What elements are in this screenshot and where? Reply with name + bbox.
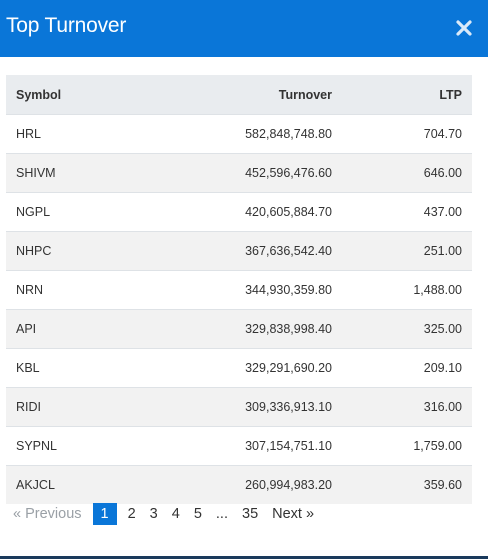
- turnover-table-container: Symbol Turnover LTP HRL 582,848,748.80 7…: [6, 75, 472, 504]
- turnover-cell: 329,838,998.40: [156, 309, 342, 349]
- turnover-table: Symbol Turnover LTP HRL 582,848,748.80 7…: [6, 75, 472, 504]
- pagination: « Previous 1 2 3 4 5 ... 35 Next »: [6, 503, 321, 525]
- ltp-cell: 1,759.00: [342, 426, 472, 466]
- turnover-cell: 367,636,542.40: [156, 231, 342, 271]
- page-1-button[interactable]: 1: [92, 503, 117, 525]
- close-icon: [456, 20, 472, 36]
- table-row[interactable]: RIDI 309,336,913.10 316.00: [6, 387, 472, 427]
- next-page-button[interactable]: Next »: [272, 506, 315, 522]
- turnover-cell: 452,596,476.60: [156, 153, 342, 193]
- symbol-cell[interactable]: HRL: [6, 114, 156, 154]
- turnover-cell: 309,336,913.10: [156, 387, 342, 427]
- modal-header: Top Turnover: [0, 0, 488, 57]
- symbol-cell[interactable]: AKJCL: [6, 465, 156, 504]
- symbol-cell[interactable]: NRN: [6, 270, 156, 310]
- symbol-cell[interactable]: API: [6, 309, 156, 349]
- symbol-cell[interactable]: NGPL: [6, 192, 156, 232]
- ltp-cell: 251.00: [342, 231, 472, 271]
- table-row[interactable]: API 329,838,998.40 325.00: [6, 309, 472, 349]
- ltp-cell: 316.00: [342, 387, 472, 427]
- symbol-cell[interactable]: RIDI: [6, 387, 156, 427]
- table-row[interactable]: HRL 582,848,748.80 704.70: [6, 114, 472, 154]
- page-4-button[interactable]: 4: [171, 506, 180, 522]
- page-35-button[interactable]: 35: [242, 506, 259, 522]
- column-header-turnover[interactable]: Turnover: [156, 75, 342, 115]
- bottom-edge-bar: [0, 556, 488, 559]
- symbol-cell[interactable]: SYPNL: [6, 426, 156, 466]
- ltp-cell: 704.70: [342, 114, 472, 154]
- table-row[interactable]: NGPL 420,605,884.70 437.00: [6, 192, 472, 232]
- turnover-cell: 307,154,751.10: [156, 426, 342, 466]
- ltp-cell: 359.60: [342, 465, 472, 504]
- pagination-ellipsis: ...: [215, 506, 228, 522]
- table-row[interactable]: SYPNL 307,154,751.10 1,759.00: [6, 426, 472, 466]
- table-row[interactable]: KBL 329,291,690.20 209.10: [6, 348, 472, 388]
- turnover-cell: 344,930,359.80: [156, 270, 342, 310]
- page-3-button[interactable]: 3: [149, 506, 158, 522]
- page-2-button[interactable]: 2: [127, 506, 136, 522]
- table-header-row: Symbol Turnover LTP: [6, 75, 472, 115]
- column-header-symbol[interactable]: Symbol: [6, 75, 156, 115]
- table-row[interactable]: NHPC 367,636,542.40 251.00: [6, 231, 472, 271]
- ltp-cell: 1,488.00: [342, 270, 472, 310]
- table-row[interactable]: SHIVM 452,596,476.60 646.00: [6, 153, 472, 193]
- turnover-cell: 582,848,748.80: [156, 114, 342, 154]
- table-row[interactable]: NRN 344,930,359.80 1,488.00: [6, 270, 472, 310]
- ltp-cell: 209.10: [342, 348, 472, 388]
- ltp-cell: 325.00: [342, 309, 472, 349]
- ltp-cell: 646.00: [342, 153, 472, 193]
- column-header-ltp[interactable]: LTP: [342, 75, 472, 115]
- turnover-cell: 329,291,690.20: [156, 348, 342, 388]
- ltp-cell: 437.00: [342, 192, 472, 232]
- turnover-cell: 260,994,983.20: [156, 465, 342, 504]
- previous-page-button[interactable]: « Previous: [13, 506, 82, 522]
- close-button[interactable]: [454, 18, 474, 38]
- symbol-cell[interactable]: SHIVM: [6, 153, 156, 193]
- symbol-cell[interactable]: KBL: [6, 348, 156, 388]
- turnover-cell: 420,605,884.70: [156, 192, 342, 232]
- modal-title: Top Turnover: [6, 14, 127, 37]
- table-row[interactable]: AKJCL 260,994,983.20 359.60: [6, 465, 472, 504]
- symbol-cell[interactable]: NHPC: [6, 231, 156, 271]
- page-5-button[interactable]: 5: [193, 506, 202, 522]
